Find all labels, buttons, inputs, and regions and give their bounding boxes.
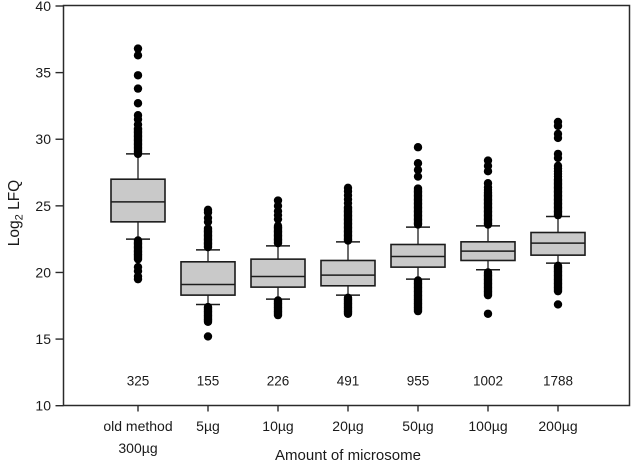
outlier-dot	[413, 172, 423, 181]
outlier-dot	[133, 44, 143, 53]
outlier-dot	[203, 332, 213, 341]
boxplot-100ug: 100µg 1002	[460, 156, 516, 434]
outlier-dot	[553, 129, 563, 139]
outlier-dot	[553, 117, 563, 127]
count-label: 955	[407, 374, 430, 389]
outlier-dot	[203, 317, 213, 326]
count-label: 491	[337, 374, 360, 389]
count-label: 155	[197, 374, 220, 389]
y-tick-label: 10	[35, 398, 51, 414]
boxplot-200ug: 200µg 1788	[530, 117, 586, 434]
outlier-dot	[483, 309, 493, 318]
outlier-dot	[203, 205, 213, 215]
outlier-dot	[483, 290, 493, 300]
y-tick-label: 25	[35, 198, 51, 214]
outlier-dot	[273, 196, 283, 205]
outlier-dot	[413, 306, 423, 316]
outlier-dot	[483, 179, 493, 188]
x-category-label: 300µg	[118, 440, 157, 456]
outlier-dot	[413, 143, 423, 152]
outlier-dot	[553, 300, 563, 309]
boxplot-5ug: 5µg 155	[180, 205, 236, 434]
x-category-label: 5µg	[196, 418, 220, 434]
outlier-dot	[133, 71, 143, 80]
boxplot-old-method-300ug: old method 300µg 325	[103, 44, 173, 456]
x-category-label: 10µg	[262, 418, 293, 434]
y-tick-label: 35	[35, 65, 51, 81]
outlier-dot	[343, 309, 353, 318]
count-label: 226	[267, 374, 290, 389]
outlier-dot	[413, 184, 423, 193]
outlier-dot	[133, 254, 143, 264]
boxplot-50ug: 50µg 955	[390, 143, 446, 434]
x-category-label: 20µg	[332, 418, 363, 434]
outlier-dot	[273, 310, 283, 320]
iqr-box	[320, 259, 376, 287]
y-tick-label: 15	[35, 331, 51, 347]
outlier-dot	[133, 51, 143, 60]
boxplot-20ug: 20µg 491	[320, 183, 376, 434]
outlier-dot	[133, 274, 143, 284]
y-tick-label: 20	[35, 264, 51, 280]
x-axis-title: Amount of microsome	[275, 447, 421, 464]
outlier-dot	[553, 161, 563, 171]
boxplot-10ug: 10µg 226	[250, 196, 306, 434]
x-category-label: old method	[103, 418, 172, 434]
outlier-dot	[483, 156, 493, 165]
outlier-dot	[343, 183, 353, 193]
outlier-dot	[133, 111, 143, 120]
outlier-dot	[203, 224, 213, 233]
x-category-label: 100µg	[468, 418, 507, 434]
outlier-dot	[133, 99, 143, 108]
y-axis-title: Log2 LFQ	[6, 180, 26, 246]
count-label: 1788	[543, 374, 573, 389]
count-label: 325	[127, 374, 150, 389]
iqr-box	[180, 261, 236, 296]
count-label: 1002	[473, 374, 503, 389]
x-category-label: 200µg	[538, 418, 577, 434]
outlier-dot	[413, 165, 423, 175]
y-tick-label: 30	[35, 131, 51, 147]
outlier-dot	[553, 286, 563, 296]
iqr-box	[250, 258, 306, 288]
outlier-dot	[133, 84, 143, 93]
y-tick-label: 40	[35, 0, 51, 14]
x-category-label: 50µg	[402, 418, 433, 434]
outlier-dot	[273, 221, 283, 231]
iqr-box	[110, 178, 166, 223]
outlier-dot	[553, 149, 563, 159]
outlier-dot	[413, 159, 423, 168]
